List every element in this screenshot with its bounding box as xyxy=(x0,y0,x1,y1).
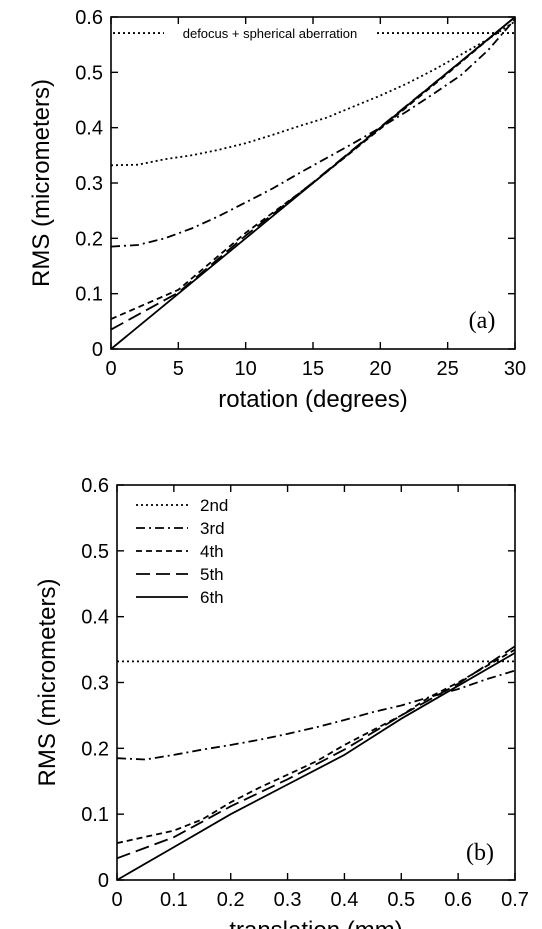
series-line-6th xyxy=(110,16,516,350)
annotation-label: defocus + spherical aberration xyxy=(183,26,358,41)
y-tick-label: 0.4 xyxy=(75,118,103,140)
y-tick-label: 0 xyxy=(98,870,109,892)
y-tick-label: 0.5 xyxy=(75,62,103,84)
y-tick-label: 0.5 xyxy=(81,541,109,563)
x-axis-title: rotation (degrees) xyxy=(218,386,407,413)
legend-label-2nd: 2nd xyxy=(200,496,228,515)
x-axis-title: translation (mm) xyxy=(229,917,402,929)
series-line-3rd xyxy=(110,18,516,248)
legend-label-5th: 5th xyxy=(200,565,224,584)
x-tick-label: 0.6 xyxy=(444,889,472,911)
x-tick-label: 0.1 xyxy=(160,889,188,911)
legend: 2nd 3rd 4th 5th 6th xyxy=(136,496,228,607)
x-tick-label: 20 xyxy=(369,358,391,380)
x-tick-label: 15 xyxy=(302,358,324,380)
series-line-5th xyxy=(110,16,516,331)
y-tick-label: 0.1 xyxy=(81,804,109,826)
y-tick-label: 0.2 xyxy=(75,228,103,250)
x-tick-label: 0.7 xyxy=(501,889,529,911)
chart-panel-a: 0 0.1 0.2 0.3 0.4 0.5 0.6 0 5 10 15 20 25 30 rotation … xyxy=(28,7,526,413)
x-tick-label: 0 xyxy=(105,358,116,380)
panel-label: (b) xyxy=(466,840,494,866)
x-tick-label: 0.5 xyxy=(387,889,415,911)
y-tick-label: 0.3 xyxy=(81,673,109,695)
y-tick-label: 0 xyxy=(92,339,103,361)
series-line-4th xyxy=(110,16,516,320)
y-axis-title: RMS (micrometers) xyxy=(28,79,55,287)
x-tick-label: 30 xyxy=(504,358,526,380)
y-tick-label: 0.2 xyxy=(81,738,109,760)
plot-frame xyxy=(116,484,516,881)
series-line-5th xyxy=(116,645,516,860)
chart-panel-b: 0 0.1 0.2 0.3 0.4 0.5 0.6 0 0.1 0.2 0.3 0.4 0.5 0.6 0.… xyxy=(34,475,529,929)
x-tick-label: 0.4 xyxy=(331,889,359,911)
series-line-3rd xyxy=(116,669,516,761)
y-axis-title: RMS (micrometers) xyxy=(34,579,61,787)
x-tick-label: 0.3 xyxy=(274,889,302,911)
x-tick-label: 0 xyxy=(111,889,122,911)
y-tick-label: 0.4 xyxy=(81,607,109,629)
y-tick-label: 0.6 xyxy=(75,7,103,29)
y-tick-label: 0.1 xyxy=(75,284,103,306)
x-tick-label: 25 xyxy=(437,358,459,380)
x-tick-label: 0.2 xyxy=(217,889,245,911)
legend-label-6th: 6th xyxy=(200,588,224,607)
series-line-2nd xyxy=(110,20,516,167)
y-tick-label: 0.6 xyxy=(81,475,109,497)
y-tick-label: 0.3 xyxy=(75,173,103,195)
legend-label-4th: 4th xyxy=(200,542,224,561)
x-tick-label: 5 xyxy=(173,358,184,380)
series-line-6th xyxy=(116,652,516,881)
x-tick-label: 10 xyxy=(235,358,257,380)
legend-label-3rd: 3rd xyxy=(200,519,225,538)
series-line-4th xyxy=(116,648,516,844)
panel-label: (a) xyxy=(469,308,496,334)
